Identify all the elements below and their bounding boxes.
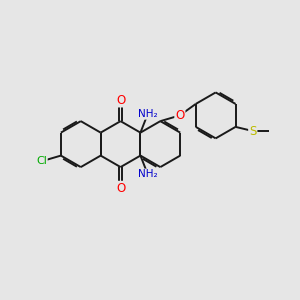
- Text: NH₂: NH₂: [138, 169, 158, 179]
- Text: O: O: [175, 109, 184, 122]
- Text: O: O: [116, 94, 125, 106]
- Text: NH₂: NH₂: [138, 109, 158, 119]
- Text: O: O: [116, 182, 125, 195]
- Text: S: S: [249, 124, 256, 137]
- Text: Cl: Cl: [36, 156, 47, 166]
